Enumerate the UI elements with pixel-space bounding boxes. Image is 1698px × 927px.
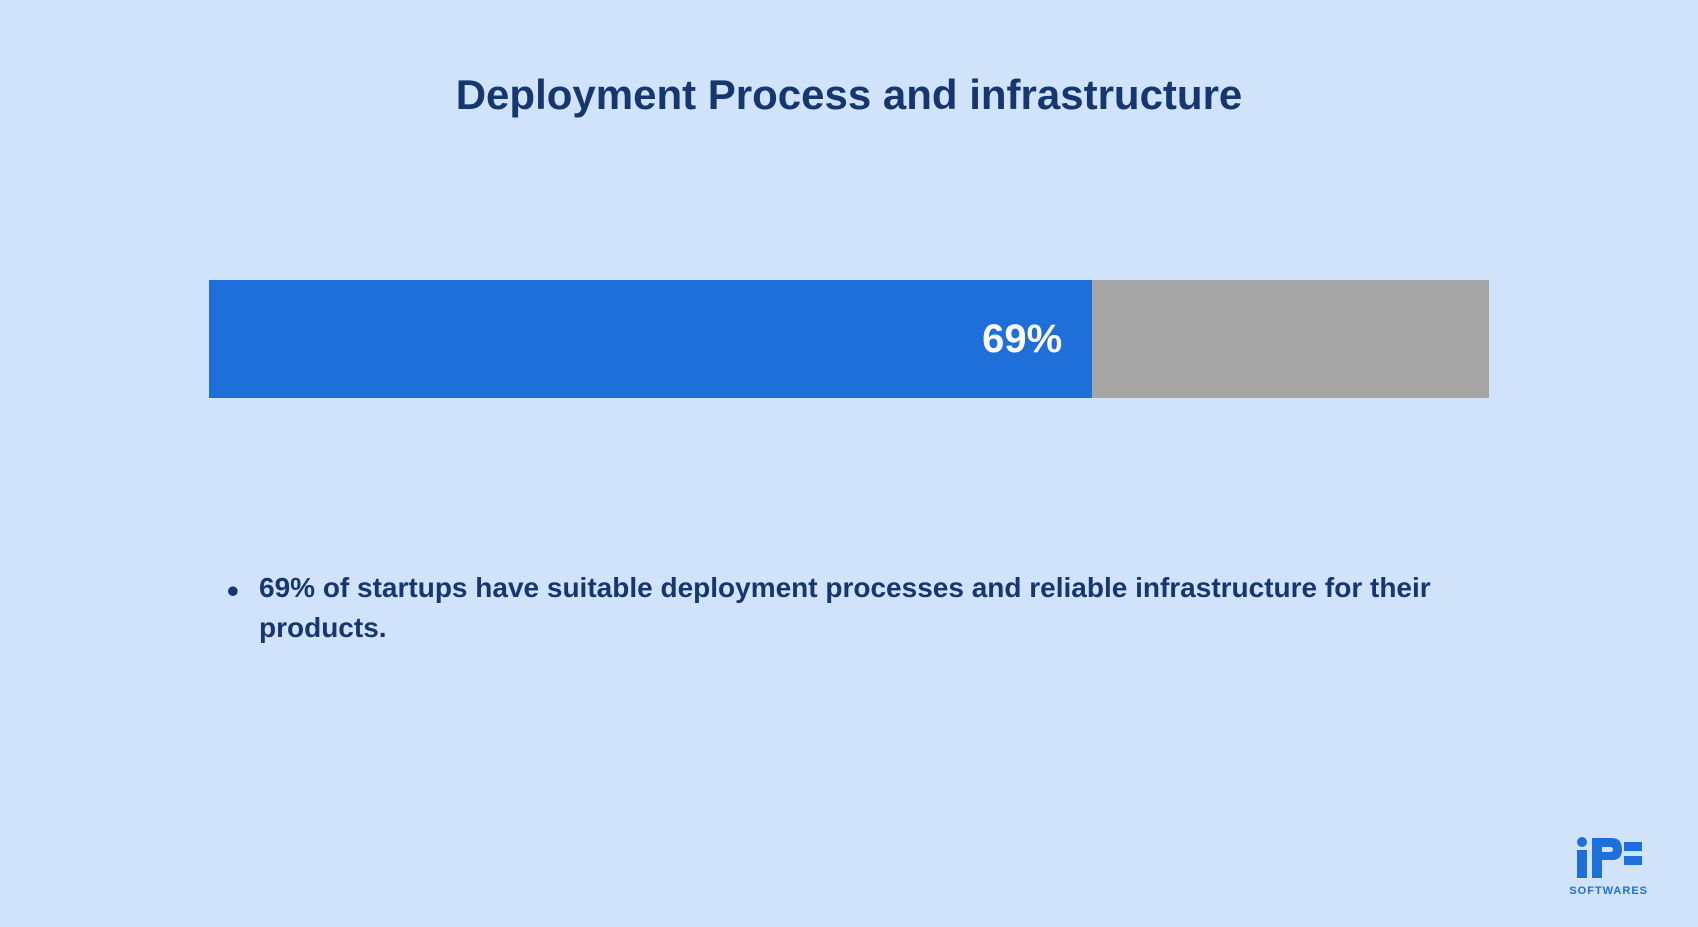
- progress-bar-track: 69%: [209, 280, 1489, 398]
- slide-container: Deployment Process and infrastructure 69…: [0, 0, 1698, 927]
- bullet-section: 69% of startups have suitable deployment…: [209, 568, 1489, 646]
- progress-bar-fill: 69%: [209, 280, 1092, 398]
- bullet-item: 69% of startups have suitable deployment…: [219, 568, 1489, 646]
- progress-bar-container: 69%: [209, 280, 1489, 398]
- logo-text: SOFTWARES: [1569, 885, 1648, 897]
- bullet-list: 69% of startups have suitable deployment…: [219, 568, 1489, 646]
- progress-bar-label: 69%: [982, 317, 1062, 362]
- logo-icon: [1574, 836, 1644, 881]
- brand-logo: SOFTWARES: [1569, 836, 1648, 897]
- slide-title: Deployment Process and infrastructure: [0, 70, 1698, 120]
